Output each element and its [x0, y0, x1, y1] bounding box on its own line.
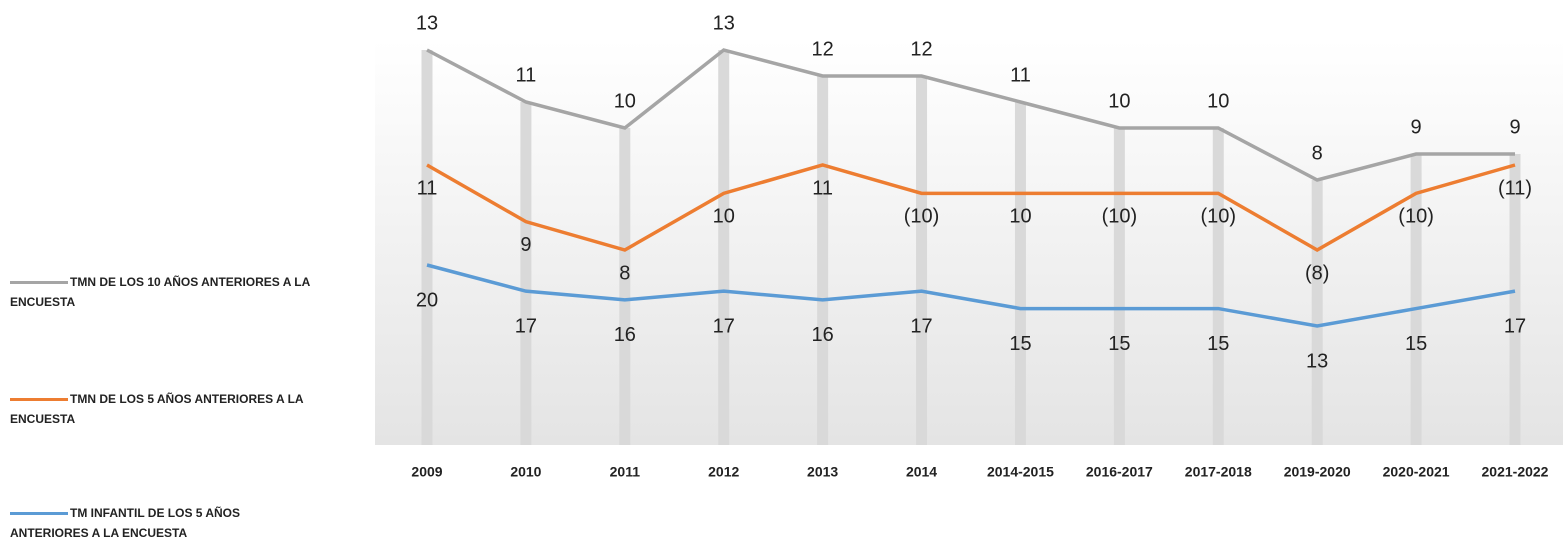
data-label: 11 — [1010, 64, 1031, 86]
data-label: 8 — [1312, 142, 1323, 164]
data-label: 16 — [614, 324, 636, 346]
data-label: 20 — [416, 289, 438, 311]
data-label: (8) — [1305, 262, 1329, 284]
data-label: (11) — [1498, 177, 1532, 199]
data-label: 10 — [713, 206, 735, 228]
data-label: 17 — [1504, 315, 1526, 337]
series-line — [426, 163, 1516, 253]
x-tick-label: 2010 — [510, 464, 541, 480]
data-label: 9 — [1509, 116, 1520, 138]
data-label: 10 — [1108, 90, 1130, 112]
data-label: 8 — [619, 262, 630, 284]
data-label: 15 — [1009, 333, 1031, 355]
x-tick-label: 2012 — [708, 464, 739, 480]
legend-item: TMN DE LOS 10 AÑOS ANTERIORES A LA ENCUE… — [10, 272, 310, 312]
legend-label: TMN DE LOS 5 AÑOS ANTERIORES A LA ENCUES… — [10, 392, 304, 426]
data-label: 13 — [713, 12, 735, 34]
data-label: (10) — [904, 206, 940, 228]
x-tick-label: 2017-2018 — [1185, 464, 1252, 480]
data-label: 12 — [910, 38, 932, 60]
x-tick-label: 2011 — [610, 464, 641, 480]
legend-item: TM INFANTIL DE LOS 5 AÑOS ANTERIORES A L… — [10, 503, 310, 542]
data-label: 13 — [1306, 350, 1328, 372]
data-label: 10 — [1207, 90, 1229, 112]
data-label: 17 — [910, 315, 932, 337]
data-label: 17 — [713, 315, 735, 337]
data-label: 17 — [515, 315, 537, 337]
data-label: 12 — [812, 38, 834, 60]
legend-label: TM INFANTIL DE LOS 5 AÑOS ANTERIORES A L… — [10, 506, 241, 540]
data-label: 9 — [1411, 116, 1422, 138]
legend-swatch — [10, 281, 68, 285]
x-tick-label: 2020-2021 — [1383, 464, 1450, 480]
legend-item: TMN DE LOS 5 AÑOS ANTERIORES A LA ENCUES… — [10, 389, 345, 429]
data-label: 11 — [516, 64, 537, 86]
data-label: 15 — [1108, 333, 1130, 355]
data-label: 13 — [416, 12, 438, 34]
legend-swatch — [10, 398, 68, 402]
data-label: (10) — [1102, 206, 1138, 228]
data-label: 10 — [614, 90, 636, 112]
x-tick-label: 2013 — [807, 464, 838, 480]
series-line — [426, 263, 1516, 328]
data-label: 16 — [812, 324, 834, 346]
legend-swatch — [10, 512, 68, 516]
data-label: 10 — [1009, 206, 1031, 228]
series-line — [426, 48, 1515, 182]
data-label: 9 — [520, 234, 531, 256]
x-tick-label: 2019-2020 — [1284, 464, 1351, 480]
data-label: 15 — [1207, 333, 1229, 355]
x-tick-label: 2014 — [906, 464, 937, 480]
x-tick-label: 2021-2022 — [1482, 464, 1549, 480]
data-label: (10) — [1200, 206, 1236, 228]
data-label: 11 — [812, 177, 833, 199]
data-label: (10) — [1398, 206, 1434, 228]
x-tick-label: 2009 — [411, 464, 442, 480]
data-label: 11 — [417, 177, 438, 199]
plot-area — [375, 40, 1563, 445]
data-label: 15 — [1405, 333, 1427, 355]
x-tick-label: 2014-2015 — [987, 464, 1054, 480]
x-tick-label: 2016-2017 — [1086, 464, 1153, 480]
legend-label: TMN DE LOS 10 AÑOS ANTERIORES A LA ENCUE… — [10, 275, 310, 309]
